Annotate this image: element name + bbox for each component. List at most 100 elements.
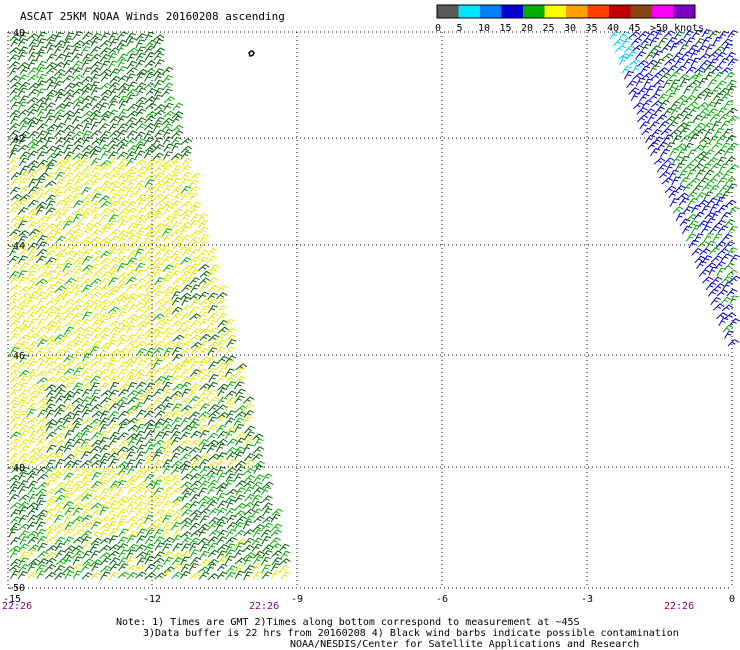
wind-barb bbox=[171, 142, 181, 152]
wind-barb bbox=[162, 123, 174, 132]
wind-barb bbox=[72, 507, 83, 517]
wind-barb bbox=[189, 500, 200, 509]
wind-barb bbox=[108, 298, 120, 307]
wind-barb bbox=[199, 465, 211, 474]
wind-barb bbox=[180, 531, 192, 538]
wind-barb bbox=[18, 396, 29, 406]
wind-barb bbox=[19, 66, 31, 75]
wind-barb bbox=[135, 472, 146, 481]
wind-barb bbox=[54, 529, 66, 538]
wind-barb bbox=[117, 234, 129, 243]
wind-barb bbox=[679, 127, 690, 136]
wind-barb bbox=[116, 486, 127, 496]
wind-barb bbox=[225, 359, 235, 369]
wind-barb bbox=[198, 458, 210, 467]
wind-barb bbox=[118, 383, 130, 391]
wind-barb bbox=[117, 432, 129, 440]
speed-legend: 0 5 10 15 20 25 30 35 40 45 >50 knots bbox=[435, 4, 704, 34]
wind-barb bbox=[207, 381, 218, 390]
wind-barb bbox=[117, 58, 127, 68]
wind-barb bbox=[649, 37, 660, 46]
wind-barb bbox=[125, 459, 136, 469]
wind-barb bbox=[280, 550, 291, 560]
wind-barb bbox=[681, 51, 693, 59]
wind-barb bbox=[37, 73, 48, 83]
wind-barb bbox=[676, 122, 689, 130]
wind-barb bbox=[64, 164, 75, 173]
wind-barb bbox=[80, 438, 91, 448]
wind-barb bbox=[171, 256, 182, 265]
wind-barb bbox=[189, 334, 202, 342]
wind-barb bbox=[161, 423, 173, 432]
wind-barb bbox=[172, 277, 184, 285]
wind-barb bbox=[90, 480, 102, 489]
wind-barb bbox=[206, 444, 217, 454]
wind-barb bbox=[144, 535, 156, 545]
wind-barb bbox=[713, 303, 725, 311]
wind-barb bbox=[127, 304, 139, 313]
wind-barb bbox=[98, 263, 111, 272]
wind-barb bbox=[44, 94, 55, 104]
wind-barb bbox=[45, 186, 57, 194]
wind-barb bbox=[153, 501, 164, 511]
wind-barb bbox=[618, 56, 629, 66]
legend-label: 35 bbox=[586, 23, 598, 34]
wind-barb bbox=[663, 30, 676, 38]
wind-barb bbox=[135, 340, 147, 349]
wind-barb bbox=[18, 472, 29, 481]
wind-barb bbox=[8, 129, 21, 138]
wind-barb bbox=[208, 284, 220, 293]
wind-barb bbox=[144, 115, 156, 124]
wind-barb bbox=[46, 544, 58, 552]
wind-barb bbox=[99, 552, 111, 559]
wind-barb bbox=[687, 219, 699, 229]
wind-barb bbox=[722, 128, 733, 138]
legend-swatch bbox=[673, 5, 695, 18]
wind-barb bbox=[17, 199, 28, 209]
wind-barb bbox=[171, 157, 183, 166]
wind-barb bbox=[53, 109, 65, 117]
wind-barb bbox=[127, 103, 139, 111]
wind-barb bbox=[690, 156, 702, 164]
wind-barb bbox=[37, 297, 47, 307]
wind-barb bbox=[18, 564, 30, 573]
wind-barb bbox=[243, 409, 255, 418]
wind-barb bbox=[80, 450, 91, 460]
wind-barb bbox=[154, 410, 166, 418]
wind-barb bbox=[721, 276, 733, 284]
wind-barb bbox=[216, 297, 227, 306]
wind-barb bbox=[37, 417, 49, 425]
wind-barb bbox=[152, 451, 163, 460]
wind-barb bbox=[125, 151, 137, 160]
wind-barb bbox=[694, 38, 706, 47]
wind-barb bbox=[134, 564, 147, 572]
wind-barb bbox=[154, 431, 165, 440]
wind-barb bbox=[62, 171, 75, 180]
wind-barb bbox=[225, 346, 236, 356]
wind-barb bbox=[45, 269, 56, 278]
wind-barb bbox=[695, 169, 706, 178]
wind-barb bbox=[199, 429, 210, 439]
wind-barb bbox=[216, 563, 228, 572]
legend-label: 40 bbox=[607, 23, 619, 34]
wind-barb bbox=[64, 131, 75, 140]
wind-barb bbox=[189, 368, 201, 377]
time-label: 22:26 bbox=[2, 601, 32, 612]
wind-barb bbox=[725, 199, 737, 207]
wind-barb bbox=[116, 138, 129, 146]
wind-barb bbox=[9, 87, 21, 96]
wind-barb bbox=[692, 184, 703, 193]
wind-barb bbox=[134, 143, 145, 153]
wind-barb bbox=[18, 494, 30, 502]
wind-barb bbox=[64, 438, 75, 447]
wind-barb bbox=[9, 444, 21, 453]
wind-barb bbox=[713, 283, 725, 291]
wind-barb bbox=[72, 289, 83, 299]
wind-barb bbox=[126, 292, 138, 301]
wind-barb bbox=[675, 65, 687, 74]
wind-barb bbox=[53, 228, 64, 237]
wind-barb bbox=[72, 40, 85, 47]
wind-barb bbox=[45, 360, 57, 369]
wind-barb bbox=[180, 201, 192, 209]
wind-barb bbox=[136, 325, 147, 335]
